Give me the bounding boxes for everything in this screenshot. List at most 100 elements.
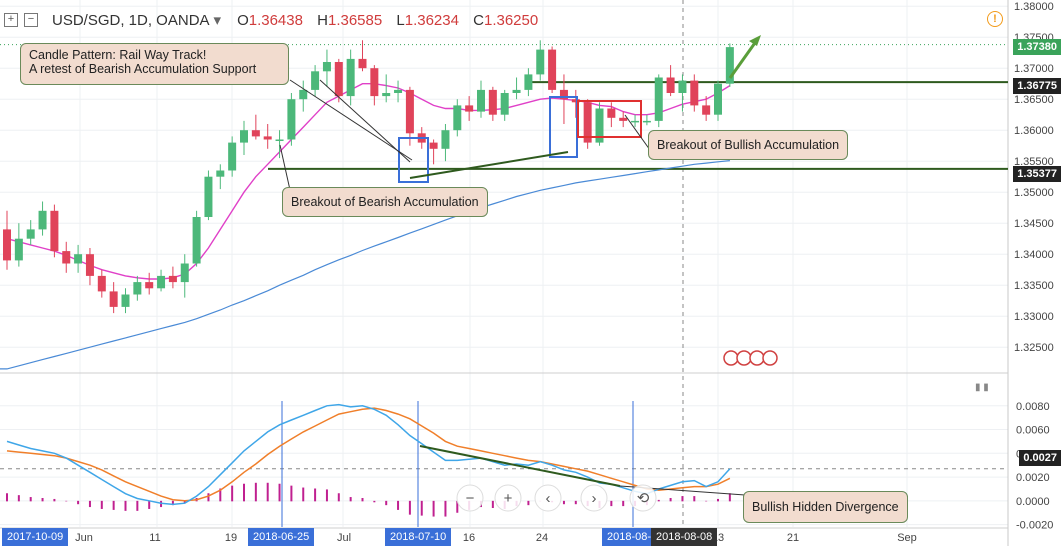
bullish-accumulation-box: [577, 100, 642, 138]
event-flag-icon: [762, 350, 778, 366]
macd-line: [6, 403, 731, 506]
candle-body: [583, 102, 592, 143]
macd-tick-label: 0.0000: [1016, 496, 1050, 508]
date-label-2: 2018-06-25: [248, 528, 315, 546]
low-label: L: [396, 11, 405, 29]
candle-body: [109, 291, 118, 307]
candle-body: [74, 254, 83, 264]
candle-body: [642, 120, 651, 123]
time-tick-label: Sep: [897, 532, 917, 544]
candle-body: [133, 282, 142, 295]
time-tick-label: Jul: [337, 532, 351, 544]
candle-body: [654, 77, 663, 121]
event-flag-icon: [723, 350, 739, 366]
candle-body: [465, 105, 474, 112]
candle-body: [690, 80, 699, 106]
open-value: 1.36438: [248, 11, 303, 29]
callout-pointer: [624, 114, 651, 151]
grid: [0, 0, 1009, 546]
candle-body: [607, 108, 616, 118]
callout-pointer: [319, 79, 411, 163]
candle-body: [725, 47, 734, 84]
zoom-toolbar-glyph: +: [504, 490, 513, 507]
price-tick-label: 1.37000: [1014, 63, 1054, 75]
zoom-toolbar-glyph: ›: [592, 490, 597, 507]
annotation-shapes: − + ‹ › ⟲: [279, 35, 778, 512]
candle-body: [358, 58, 367, 69]
candle-body: [441, 130, 450, 149]
time-tick-label: 19: [225, 532, 237, 544]
zoom-toolbar-button: [494, 484, 522, 512]
macd-pane: [6, 403, 731, 517]
candle-body: [571, 99, 580, 103]
bearish-retest-box: [398, 137, 429, 183]
open-label: O: [237, 11, 249, 29]
support-price-tag: 1.35377: [1013, 166, 1061, 182]
candle-body: [536, 49, 545, 75]
bullish-arrowhead: [749, 35, 761, 46]
candle-body: [548, 49, 557, 90]
price-tick-label: 1.38000: [1014, 1, 1054, 13]
collapse-icon[interactable]: −: [24, 13, 38, 27]
alert-icon[interactable]: !: [987, 11, 1003, 27]
candle-body: [192, 217, 201, 264]
expand-icon[interactable]: +: [4, 13, 18, 27]
candle-body: [157, 275, 166, 289]
time-tick-label: 16: [463, 532, 475, 544]
candle-body: [714, 83, 722, 115]
macd-settings-icon[interactable]: ▮ ▮: [975, 382, 989, 393]
date-label-5: 2018-08-08: [651, 528, 718, 546]
price-tick-label: 1.33500: [1014, 280, 1054, 292]
zoom-toolbar-button: [629, 484, 657, 512]
bearish-breakout-callout: Breakout of Bearish Accumulation: [282, 187, 488, 217]
price-tick-label: 1.33000: [1014, 311, 1054, 323]
candle-body: [631, 120, 640, 123]
macd-signal-line: [6, 407, 731, 502]
candle-body: [500, 93, 509, 115]
callout-pointer: [279, 144, 291, 191]
candle-pattern-line-2: A retest of Bearish Accumulation Support: [29, 62, 257, 76]
candle-body: [453, 105, 462, 131]
candle-body: [121, 294, 130, 307]
candle-body: [228, 142, 237, 171]
candle-body: [50, 210, 59, 252]
macd-tick-label: -0.0020: [1016, 520, 1053, 532]
date-label-3: 2018-07-10: [385, 528, 452, 546]
candle-body: [322, 62, 331, 72]
candle-body: [702, 105, 711, 115]
high-label: H: [317, 11, 328, 29]
candle-body: [512, 89, 521, 93]
callout-pointer: [289, 79, 413, 161]
price-tick-label: 1.34000: [1014, 249, 1054, 261]
zoom-toolbar-glyph: −: [466, 490, 475, 507]
candle-body: [382, 93, 391, 97]
symbol-title[interactable]: USD/SGD, 1D, OANDA: [52, 11, 210, 29]
candles: [3, 40, 734, 314]
price-tick-label: 1.35500: [1014, 156, 1054, 168]
last-price-tag: 1.37380: [1013, 39, 1061, 55]
moving-averages: [0, 83, 731, 370]
candle-body: [216, 170, 225, 177]
candle-body: [251, 130, 260, 137]
candle-body: [204, 176, 213, 217]
zoom-toolbar-button: [534, 484, 562, 512]
candle-body: [97, 275, 106, 292]
candle-body: [477, 89, 485, 112]
candle-body: [595, 108, 604, 143]
macd-tick-label: 0.0060: [1016, 425, 1050, 437]
close-label: C: [473, 11, 484, 29]
candle-body: [524, 74, 533, 90]
low-value: 1.36234: [404, 11, 459, 29]
symbol-header: + − USD/SGD, 1D, OANDA ▾ O1.36438 H1.365…: [4, 8, 548, 32]
symbol-dropdown-icon[interactable]: ▾: [213, 12, 222, 29]
candle-body: [666, 77, 675, 93]
candle-body: [85, 254, 94, 276]
zoom-toolbar-glyph: ‹: [546, 490, 551, 507]
candle-body: [287, 99, 296, 140]
candle-body: [62, 251, 71, 264]
event-flag-icon: [736, 350, 752, 366]
higher-low-trendline: [409, 151, 569, 179]
candle-pattern-callout: Candle Pattern: Rail Way Track! A retest…: [20, 43, 289, 85]
divergence-callout: Bullish Hidden Divergence: [743, 491, 908, 523]
zoom-toolbar-button: [580, 484, 608, 512]
